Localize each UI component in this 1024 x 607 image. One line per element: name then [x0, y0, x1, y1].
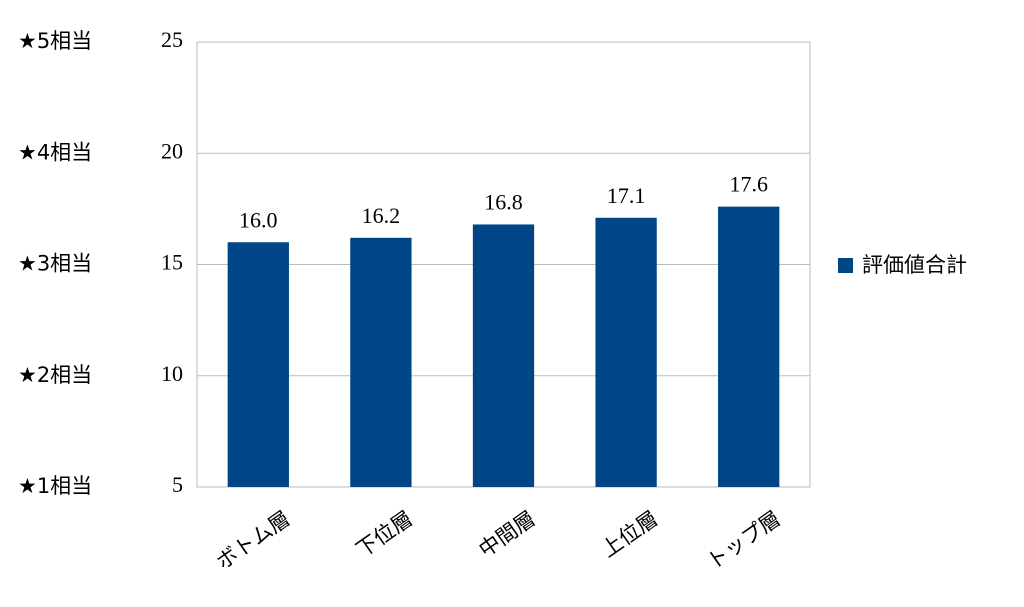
bar: [472, 224, 535, 487]
data-label: 17.1: [607, 183, 646, 208]
y-tick-label: 10: [161, 361, 183, 386]
x-tick-label: ボトム層: [212, 506, 295, 574]
star-label: ★4相当: [18, 140, 92, 164]
y-tick-label: 20: [161, 138, 183, 163]
star-label: ★5相当: [18, 29, 92, 53]
bar: [350, 237, 412, 487]
legend-label: 評価値合計: [862, 253, 967, 277]
star-label: ★1相当: [18, 474, 92, 498]
x-tick-label: トップ層: [702, 506, 785, 574]
legend-swatch: [838, 258, 853, 273]
y-tick-label: 5: [172, 472, 183, 497]
bar: [718, 206, 780, 487]
data-label: 16.0: [239, 207, 278, 232]
x-tick-label: 下位層: [352, 506, 417, 562]
bar: [595, 217, 657, 487]
bar: [227, 242, 289, 487]
x-tick-label: 中間層: [474, 506, 539, 562]
star-label: ★3相当: [18, 252, 92, 276]
data-label: 16.8: [484, 189, 523, 214]
x-tick-label: 上位層: [597, 506, 662, 562]
star-label: ★2相当: [18, 363, 92, 387]
data-label: 17.6: [729, 172, 768, 197]
data-label: 16.2: [362, 203, 401, 228]
y-tick-label: 15: [161, 250, 183, 275]
y-tick-label: 25: [161, 27, 183, 52]
